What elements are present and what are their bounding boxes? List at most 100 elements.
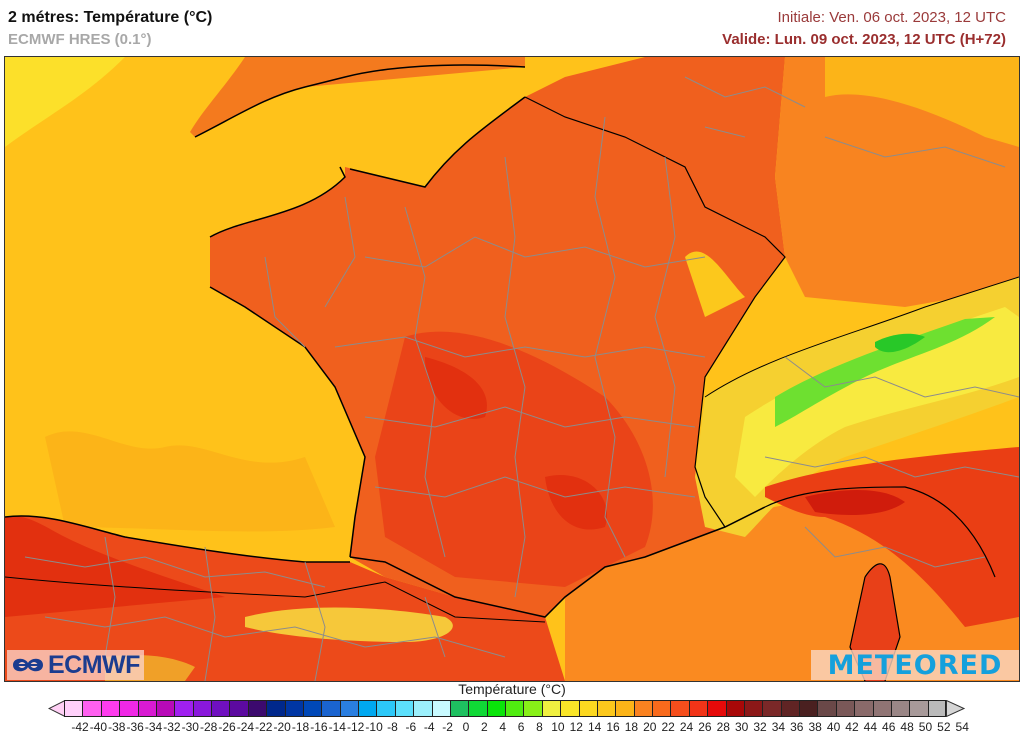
- colorbar-tick-label: -34: [144, 720, 163, 734]
- colorbar-cell: [468, 700, 487, 717]
- colorbar-cell: [762, 700, 781, 717]
- colorbar-tick-label: 20: [643, 720, 657, 734]
- colorbar-tick-label: 18: [624, 720, 639, 734]
- colorbar-tick-label: -26: [218, 720, 236, 734]
- colorbar-cell: [321, 700, 340, 717]
- colorbar-cell: [137, 700, 156, 717]
- colorbar-cell: [743, 700, 763, 717]
- colorbar-tick-label: 44: [863, 720, 878, 734]
- colorbar-tick-label: -32: [163, 720, 181, 734]
- model-label: ECMWF HRES (0.1°): [8, 31, 152, 48]
- colorbar-cell: [909, 700, 928, 717]
- colorbar-cell: [560, 700, 579, 717]
- colorbar-tick-label: -36: [126, 720, 144, 734]
- chart-title: 2 métres: Température (°C): [8, 9, 213, 26]
- colorbar-tick-label: 6: [517, 720, 525, 734]
- colorbar-ticks: -42 -40 -38 -36 -34 -32 -30 -28 -26 -24 -22 -20 -18-…: [0, 720, 1024, 736]
- temperature-map[interactable]: ECMWF METEORED: [4, 56, 1020, 682]
- colorbar-cell: [394, 700, 414, 717]
- colorbar-tick-label: -22: [255, 720, 273, 734]
- colorbar-tick-label: 2: [481, 720, 488, 734]
- colorbar-tick-label: 40: [826, 720, 841, 734]
- colorbar-cell: [486, 700, 505, 717]
- colorbar-cell: [725, 700, 744, 717]
- colorbar-cell: [82, 700, 101, 717]
- ecmwf-logo: ECMWF: [7, 650, 144, 680]
- colorbar-tick-label: 14: [587, 720, 602, 734]
- colorbar-cell: [633, 700, 652, 717]
- colorbar-cell: [707, 700, 726, 717]
- colorbar-tick-label: 22: [661, 720, 675, 734]
- colorbar-cell: [927, 700, 946, 717]
- colorbar-cell: [688, 700, 708, 717]
- colorbar-title: Température (°C): [458, 681, 566, 697]
- colorbar-cell: [817, 700, 836, 717]
- colorbar-tick-label: 38: [808, 720, 822, 734]
- colorbar-cell: [100, 700, 120, 717]
- colorbar-tick-label: -6: [405, 720, 417, 734]
- colorbar-cell: [652, 700, 671, 717]
- colorbar-cell: [211, 700, 230, 717]
- colorbar-tick-label: 24: [679, 720, 694, 734]
- colorbar-over-arrow-icon: [946, 700, 966, 717]
- colorbar-tick-label: 12: [569, 720, 583, 734]
- colorbar-tick-label: 16: [606, 720, 620, 734]
- colorbar-tick-label: -12: [347, 720, 365, 734]
- colorbar-cell: [339, 700, 358, 717]
- colorbar-tick-label: -8: [387, 720, 398, 734]
- colorbar-cell: [596, 700, 616, 717]
- colorbar-cell: [413, 700, 432, 717]
- initial-time: Initiale: Ven. 06 oct. 2023, 12 UTC: [777, 9, 1006, 26]
- colorbar-cell: [799, 700, 818, 717]
- colorbar-tick-label: -38: [108, 720, 126, 734]
- colorbar: [64, 700, 946, 717]
- colorbar-cell: [523, 700, 542, 717]
- ecmwf-logo-text: ECMWF: [48, 650, 140, 679]
- colorbar-tick-label: -28: [199, 720, 218, 734]
- colorbar-tick-label: 48: [900, 720, 914, 734]
- colorbar-cell: [155, 700, 175, 717]
- colorbar-tick-label: -42: [71, 720, 89, 734]
- colorbar-tick-label: -16: [310, 720, 328, 734]
- colorbar-tick-label: -30: [181, 720, 199, 734]
- colorbar-tick-label: 52: [937, 720, 951, 734]
- colorbar-cell: [358, 700, 377, 717]
- colorbar-cell: [376, 700, 395, 717]
- colorbar-tick-label: 54: [955, 720, 969, 734]
- colorbar-tick-label: 42: [845, 720, 859, 734]
- colorbar-cell: [64, 700, 83, 717]
- colorbar-tick-label: -20: [273, 720, 291, 734]
- colorbar-tick-label: -40: [89, 720, 108, 734]
- colorbar-tick-label: 32: [753, 720, 767, 734]
- colorbar-tick-label: 8: [536, 720, 543, 734]
- colorbar-cell: [780, 700, 799, 717]
- colorbar-tick-label: -24: [236, 720, 255, 734]
- colorbar-cell: [174, 700, 193, 717]
- meteored-logo-text: METEORED: [827, 649, 1003, 681]
- colorbar-tick-label: 4: [499, 720, 507, 734]
- meteored-logo: METEORED: [811, 649, 1019, 681]
- colorbar-cell: [835, 700, 855, 717]
- ecmwf-waves-icon: [13, 658, 43, 672]
- colorbar-tick-label: 34: [771, 720, 786, 734]
- colorbar-cell: [119, 700, 138, 717]
- colorbar-cell: [266, 700, 285, 717]
- colorbar-tick-label: 36: [790, 720, 804, 734]
- colorbar-cell: [854, 700, 873, 717]
- colorbar-cell: [615, 700, 634, 717]
- colorbar-cell: [284, 700, 303, 717]
- colorbar-tick-label: -2: [442, 720, 453, 734]
- colorbar-tick-label: 0: [462, 720, 470, 734]
- colorbar-tick-label: 46: [882, 720, 896, 734]
- colorbar-tick-label: -10: [365, 720, 383, 734]
- colorbar-cell: [192, 700, 211, 717]
- colorbar-tick-label: 28: [716, 720, 730, 734]
- colorbar-cell: [670, 700, 689, 717]
- colorbar-tick-label: 30: [734, 720, 749, 734]
- colorbar-cell: [872, 700, 891, 717]
- valid-time: Valide: Lun. 09 oct. 2023, 12 UTC (H+72): [722, 31, 1006, 48]
- colorbar-tick-label: 10: [551, 720, 565, 734]
- colorbar-cell: [505, 700, 524, 717]
- colorbar-tick-label: 50: [918, 720, 933, 734]
- colorbar-tick-label: -18: [291, 720, 310, 734]
